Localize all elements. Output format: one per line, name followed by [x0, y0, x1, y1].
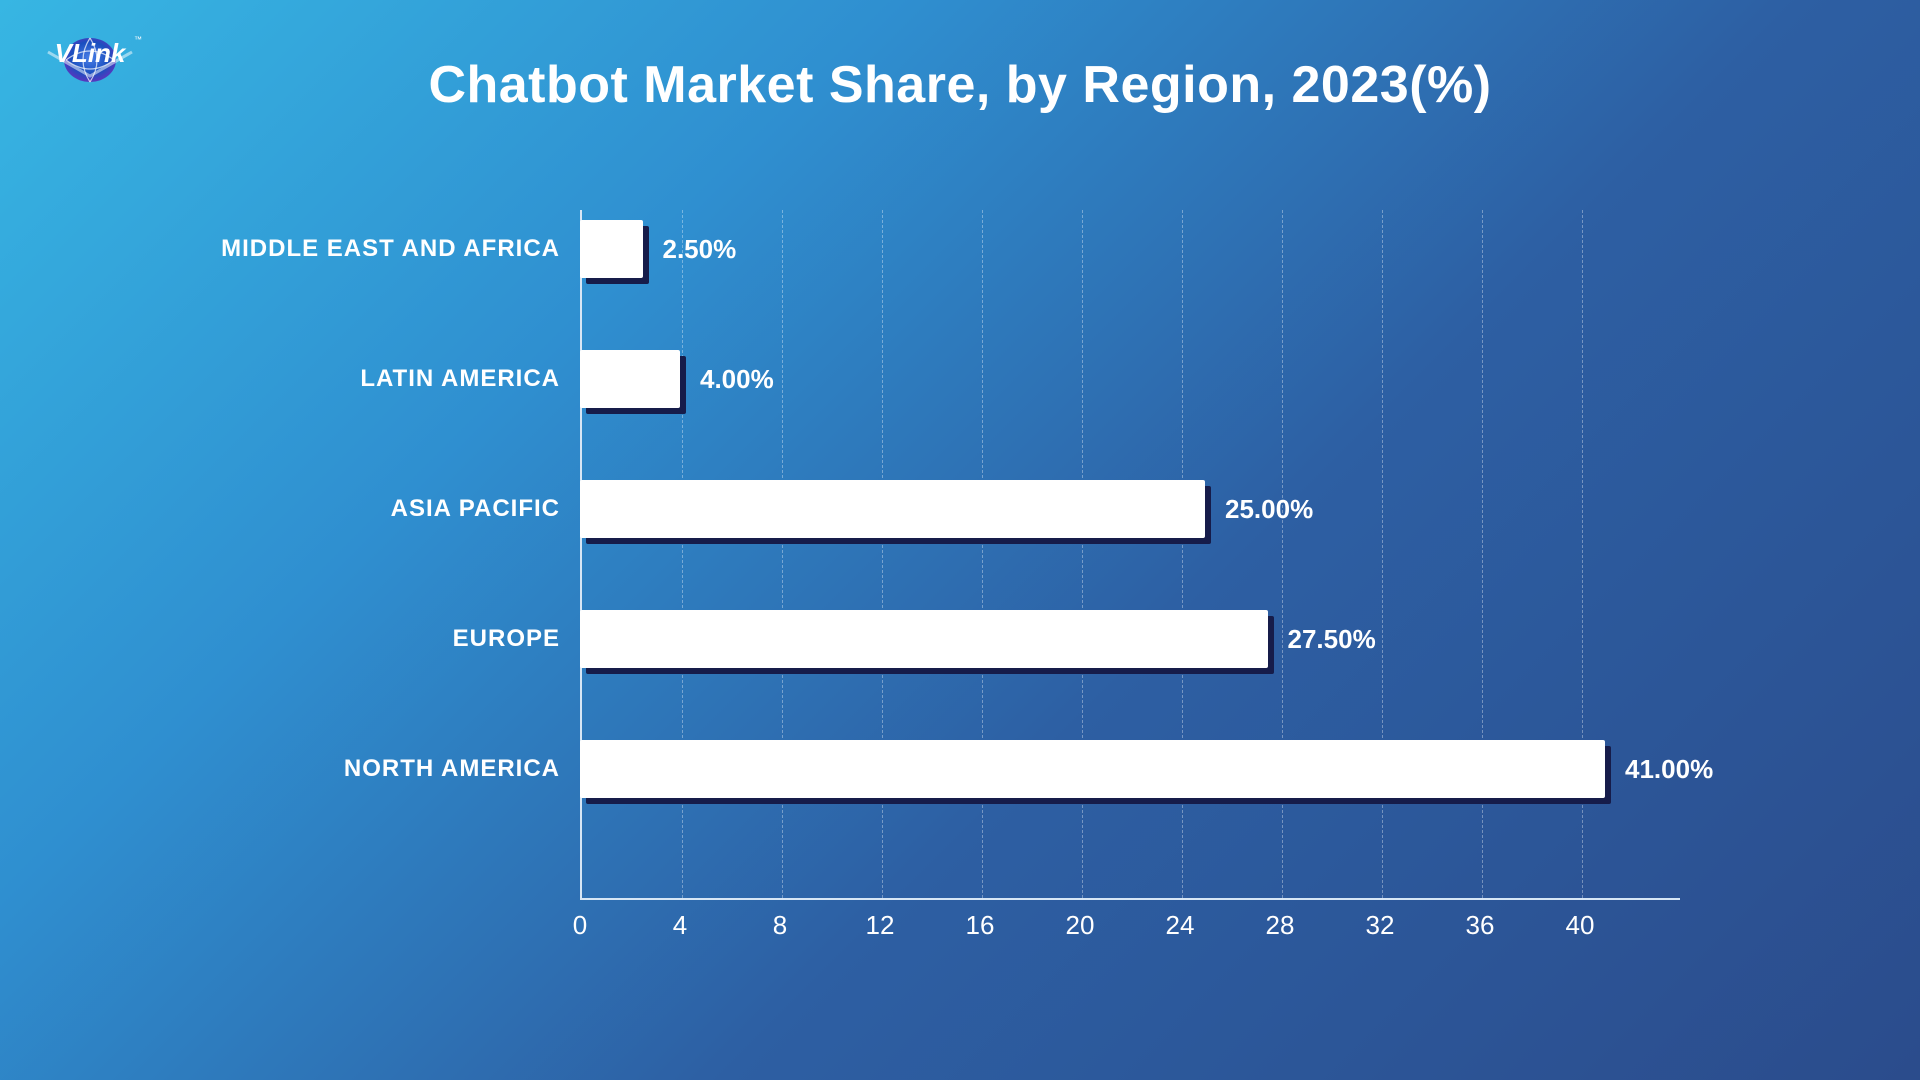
value-label: 25.00%	[1225, 494, 1313, 525]
x-tick-label: 20	[1066, 910, 1095, 941]
x-tick-label: 32	[1366, 910, 1395, 941]
bar	[580, 610, 1268, 668]
category-label: EUROPE	[453, 625, 560, 653]
bar	[580, 220, 643, 278]
chart-title: Chatbot Market Share, by Region, 2023(%)	[0, 55, 1920, 115]
category-label: LATIN AMERICA	[360, 365, 560, 393]
value-label: 41.00%	[1625, 754, 1713, 785]
bar	[580, 740, 1605, 798]
bar-chart: 0 4 8 12 16 20 24 28 32 36 40 MIDDLE EAST AND AFRIC…	[140, 210, 1780, 970]
category-label: ASIA PACIFIC	[391, 495, 560, 523]
value-label: 27.50%	[1288, 624, 1376, 655]
category-label: NORTH AMERICA	[344, 755, 560, 783]
category-label: MIDDLE EAST AND AFRICA	[221, 235, 560, 263]
bar	[580, 350, 680, 408]
x-tick-label: 4	[673, 910, 687, 941]
x-tick-label: 0	[573, 910, 587, 941]
value-label: 4.00%	[700, 364, 774, 395]
x-tick-label: 36	[1466, 910, 1495, 941]
value-label: 2.50%	[663, 234, 737, 265]
x-tick-label: 40	[1566, 910, 1595, 941]
x-tick-label: 28	[1266, 910, 1295, 941]
x-tick-label: 16	[966, 910, 995, 941]
bar	[580, 480, 1205, 538]
svg-text:™: ™	[134, 35, 142, 44]
x-tick-label: 24	[1166, 910, 1195, 941]
x-tick-label: 12	[866, 910, 895, 941]
x-tick-label: 8	[773, 910, 787, 941]
